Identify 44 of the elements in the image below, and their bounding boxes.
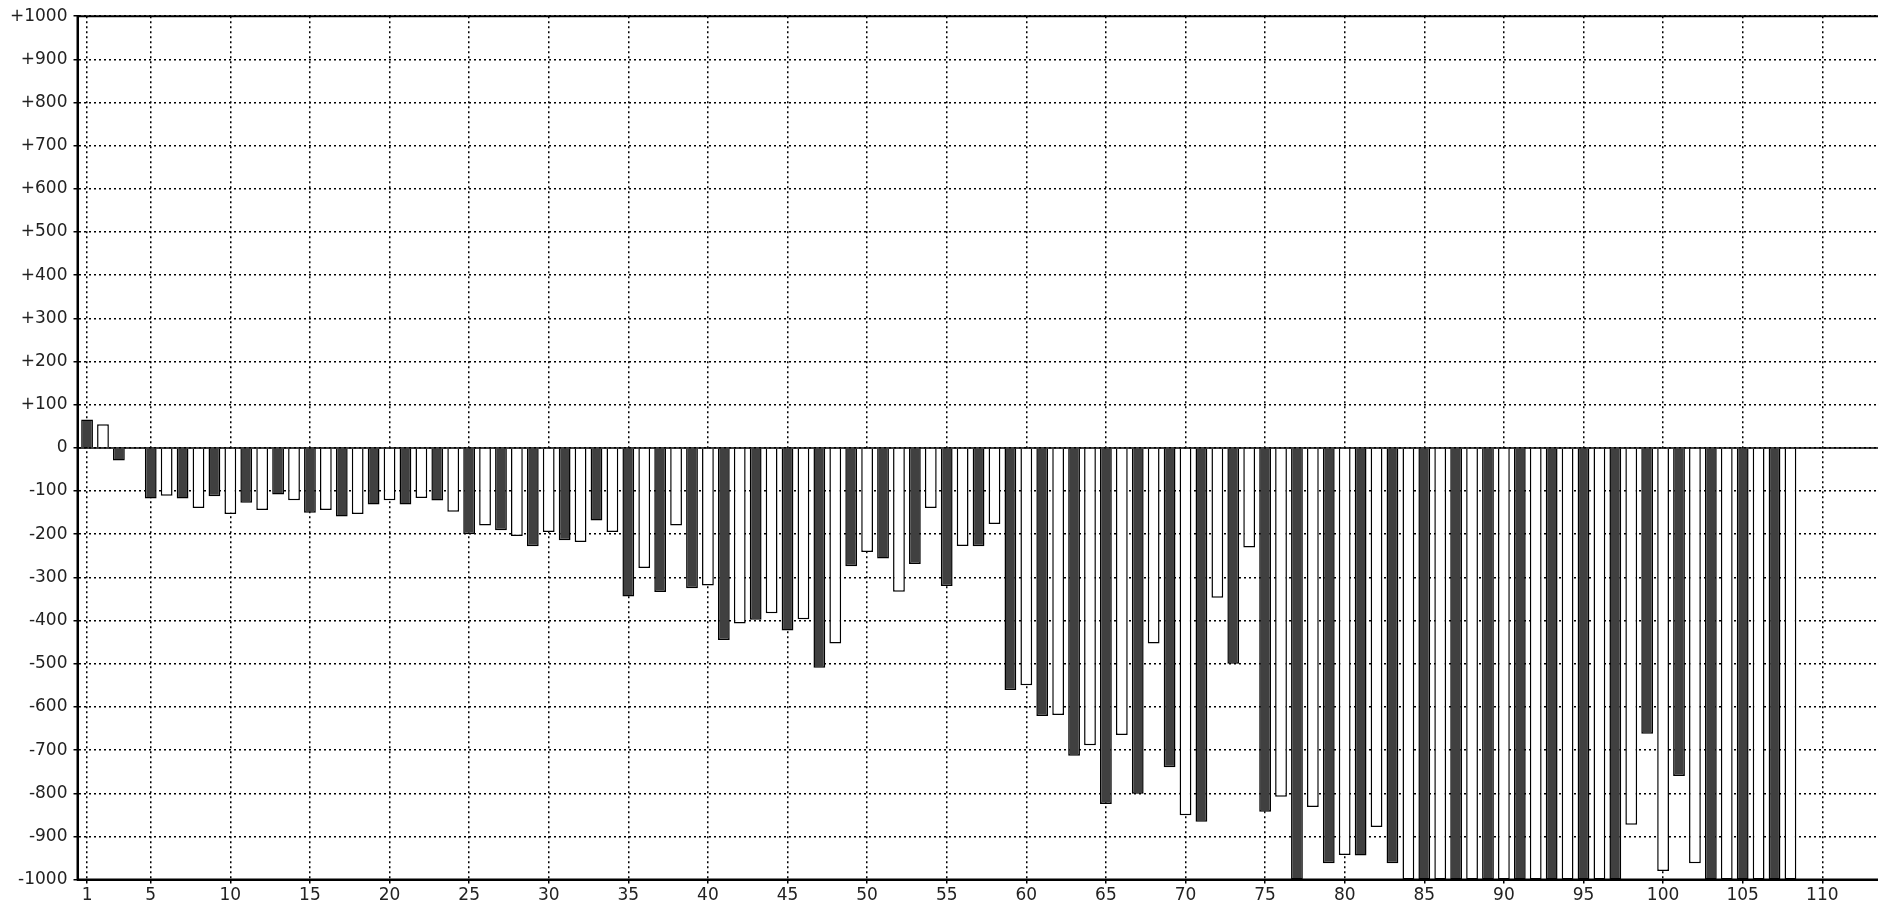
x-tick-label: 85 [1413, 884, 1436, 905]
x-tick-label: 20 [378, 884, 401, 905]
y-tick-label: -200 [28, 522, 68, 543]
y-tick-label: +200 [20, 349, 68, 370]
y-tick-label: -900 [28, 824, 68, 845]
y-tick-label: -100 [28, 479, 68, 500]
y-tick-label: +500 [20, 220, 68, 241]
x-tick-label: 15 [299, 884, 321, 905]
x-tick-label: 100 [1646, 884, 1680, 905]
y-tick-label: +1000 [9, 4, 68, 25]
y-tick-label: +900 [20, 47, 68, 68]
x-tick-label: 55 [935, 884, 958, 905]
x-tick-label: 65 [1095, 884, 1117, 905]
y-tick-label: -600 [28, 695, 68, 716]
x-tick-label: 50 [856, 884, 878, 905]
y-tick-label: +300 [20, 306, 68, 327]
y-tick-label: -300 [28, 565, 68, 586]
y-tick-label: +700 [20, 134, 68, 155]
y-tick-label: 0 [56, 436, 68, 457]
x-tick-label: 80 [1333, 884, 1356, 905]
x-tick-label: 95 [1572, 884, 1595, 905]
x-tick-label: 30 [537, 884, 560, 905]
x-tick-label: 10 [219, 884, 242, 905]
x-tick-label: 45 [776, 884, 799, 905]
x-tick-label: 70 [1174, 884, 1197, 905]
y-tick-label: -1000 [18, 868, 68, 889]
x-tick-label: 40 [697, 884, 719, 905]
y-tick-label: -500 [28, 652, 68, 673]
x-tick-label: 105 [1726, 884, 1759, 905]
x-tick-label: 25 [458, 884, 480, 905]
y-tick-label: +100 [20, 393, 68, 414]
y-tick-label: +400 [20, 263, 68, 284]
y-tick-label: -800 [28, 781, 68, 802]
y-tick-label: -700 [28, 738, 68, 759]
x-tick-label: 60 [1015, 884, 1038, 905]
y-tick-label: +800 [20, 90, 68, 111]
x-tick-label: 1 [81, 884, 93, 905]
x-tick-label: 5 [145, 884, 157, 905]
y-tick-label: +600 [20, 177, 68, 198]
y-tick-label: -400 [28, 609, 68, 629]
x-tick-label: 75 [1254, 884, 1276, 905]
x-tick-label: 90 [1493, 884, 1515, 905]
x-tick-label: 35 [617, 884, 640, 905]
x-tick-label: 110 [1806, 884, 1839, 905]
